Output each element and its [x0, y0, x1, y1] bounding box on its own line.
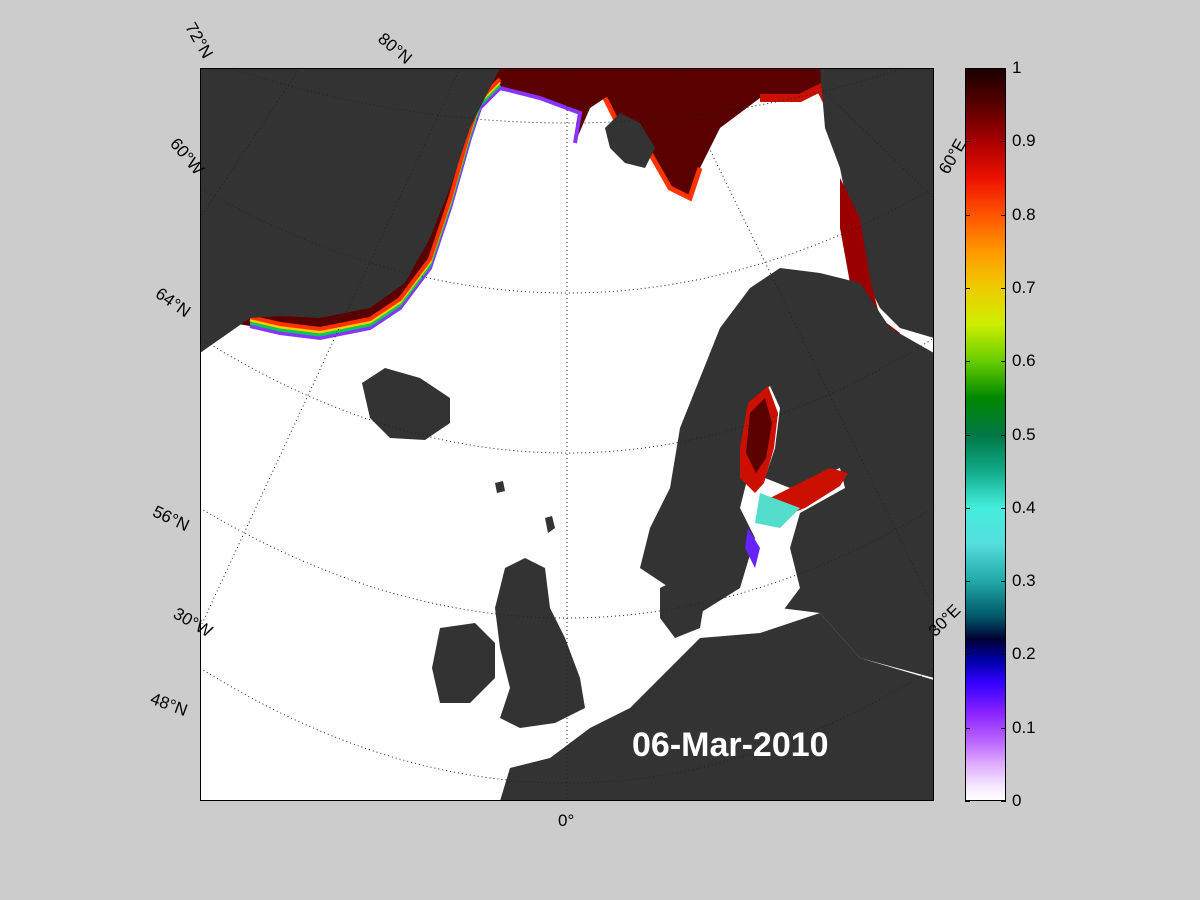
colorbar-tick-mark [965, 581, 970, 583]
colorbar-tick-mark [965, 434, 970, 436]
colorbar-tick-mark [965, 214, 970, 216]
colorbar-tick-mark [965, 727, 970, 729]
colorbar-tick-label: 0.5 [1012, 424, 1036, 444]
lat-label-72n: 72°N [181, 19, 217, 62]
colorbar-tick-mark [1001, 214, 1006, 216]
meridian-30w [200, 68, 461, 629]
colorbar-tick-mark [965, 68, 970, 69]
colorbar-tick-label: 0.3 [1012, 571, 1036, 591]
scandinavia [640, 268, 934, 678]
sea-ice-map [200, 68, 934, 801]
colorbar-tick-mark [1001, 654, 1006, 656]
colorbar-tick-mark [1001, 68, 1006, 69]
colorbar-tick-mark [1001, 141, 1006, 143]
lat-label-80n: 80°N [374, 29, 416, 68]
colorbar-tick-label: 0.4 [1012, 497, 1036, 517]
colorbar-tick-mark [965, 361, 970, 363]
lat-label-48n: 48°N [147, 689, 191, 720]
lat-label-56n: 56°N [149, 501, 193, 536]
lon-label-0: 0° [558, 811, 575, 830]
colorbar-tick-label: 0.7 [1012, 277, 1036, 297]
greenland [200, 68, 500, 353]
colorbar-tick-mark [1001, 727, 1006, 729]
russia-north [820, 68, 934, 338]
colorbar-tick-mark [1001, 801, 1006, 802]
aland-ice [755, 493, 800, 528]
bothnia-ice-core [746, 398, 772, 473]
shetland [545, 516, 555, 533]
colorbar-tick-mark [965, 287, 970, 289]
map-border [200, 68, 934, 801]
continental-europe [500, 613, 934, 801]
baltic-edge-ice [745, 528, 760, 568]
colorbar-tick-label: 0.6 [1012, 351, 1036, 371]
ireland [432, 623, 495, 703]
colorbar-tick-mark [1001, 361, 1006, 363]
colorbar-tick-mark [1001, 507, 1006, 509]
colorbar-tick-label: 0.9 [1012, 131, 1036, 151]
denmark [660, 573, 705, 638]
colorbar-tick-label: 0 [1012, 791, 1022, 810]
colorbar-tick-label: 1 [1012, 58, 1022, 77]
colorbar-tick-label: 0.1 [1012, 717, 1036, 737]
colorbar-tick-mark [965, 507, 970, 509]
colorbar-tick-mark [1001, 434, 1006, 436]
meridian-30e [669, 68, 934, 609]
faroe [495, 481, 505, 493]
white-sea-ice [840, 178, 900, 343]
lat-label-64n: 64°N [151, 283, 194, 322]
map-panel: 06-Mar-2010 [200, 68, 934, 801]
iceland [362, 368, 450, 440]
colorbar-tick-mark [1001, 287, 1006, 289]
colorbar-tick-mark [1001, 581, 1006, 583]
colorbar-tick-mark [965, 654, 970, 656]
colorbar-tick-mark [965, 801, 970, 802]
svalbard [605, 113, 655, 168]
great-britain [495, 558, 585, 728]
colorbar-tick-label: 0.2 [1012, 644, 1036, 664]
date-label: 06-Mar-2010 [632, 726, 829, 764]
colorbar-tick-label: 0.8 [1012, 204, 1036, 224]
graticule [200, 68, 934, 801]
colorbar-tick-mark [965, 141, 970, 143]
colorbar [965, 68, 1006, 801]
